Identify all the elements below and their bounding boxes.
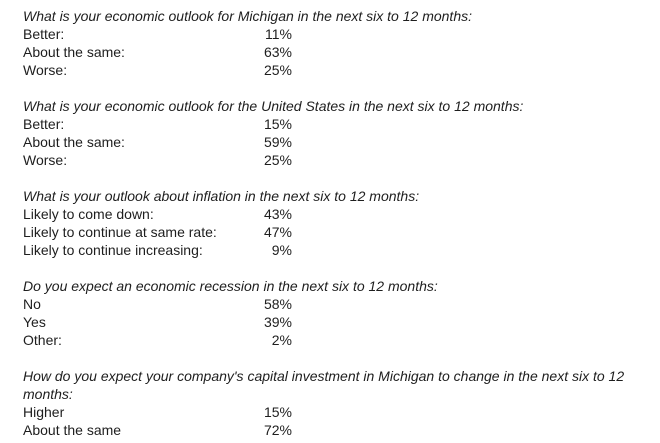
- answer-value: 25%: [263, 152, 292, 168]
- answer-label: Worse:: [23, 152, 68, 168]
- answer-label: Other:: [23, 332, 62, 348]
- answer-value: 63%: [263, 44, 292, 60]
- answer-row: Likely to continue at same rate: 47%: [23, 223, 650, 241]
- answer-row: Other: 2%: [23, 331, 650, 349]
- answer-label: Likely to continue at same rate:: [23, 224, 217, 240]
- answer-label: Yes: [23, 314, 46, 330]
- answer-value: 59%: [263, 134, 292, 150]
- answer-row: About the same: 59%: [23, 133, 650, 151]
- answer-label: About the same:: [23, 134, 125, 150]
- question-text: Do you expect an economic recession in t…: [23, 278, 438, 294]
- answer-value: 2%: [271, 332, 292, 348]
- answer-row: About the same: 63%: [23, 43, 650, 61]
- answer-row: Better: 11%: [23, 25, 650, 43]
- answer-row: Likely to come down: 43%: [23, 205, 650, 223]
- question-text: How do you expect your company's capital…: [23, 368, 625, 402]
- question-block: How do you expect your company's capital…: [23, 367, 650, 439]
- question-text: What is your economic outlook for the Un…: [23, 98, 524, 114]
- answer-label: About the same:: [23, 44, 125, 60]
- answer-label: Worse:: [23, 62, 68, 78]
- answer-label: No: [23, 296, 41, 312]
- answer-value: 15%: [263, 116, 292, 132]
- answer-value: 15%: [263, 404, 292, 420]
- answer-value: 11%: [265, 26, 292, 42]
- answer-value: 43%: [263, 206, 292, 222]
- answer-value: 72%: [263, 422, 292, 438]
- answer-row: Likely to continue increasing: 9%: [23, 241, 650, 259]
- question-text: What is your outlook about inflation in …: [23, 188, 420, 204]
- answer-label: About the same: [23, 422, 122, 438]
- answer-row: Better: 15%: [23, 115, 650, 133]
- question-block: What is your outlook about inflation in …: [23, 187, 650, 259]
- answer-value: 25%: [263, 62, 292, 78]
- answer-label: Better:: [23, 116, 65, 132]
- answer-label: Higher: [23, 404, 65, 420]
- answer-row: No 58%: [23, 295, 650, 313]
- answer-label: Likely to continue increasing:: [23, 242, 203, 258]
- answer-row: About the same 72%: [23, 421, 650, 439]
- answer-value: 58%: [263, 296, 292, 312]
- questions-container: What is your economic outlook for Michig…: [23, 7, 650, 439]
- answer-label: Likely to come down:: [23, 206, 154, 222]
- question-block: What is your economic outlook for the Un…: [23, 97, 650, 169]
- answer-value: 9%: [271, 242, 292, 258]
- question-text: What is your economic outlook for Michig…: [23, 8, 472, 24]
- question-block: Do you expect an economic recession in t…: [23, 277, 650, 349]
- answer-row: Higher 15%: [23, 403, 650, 421]
- answer-row: Yes 39%: [23, 313, 650, 331]
- question-block: What is your economic outlook for Michig…: [23, 7, 650, 79]
- answer-value: 39%: [263, 314, 292, 330]
- answer-row: Worse: 25%: [23, 151, 650, 169]
- answer-value: 47%: [263, 224, 292, 240]
- answer-label: Better:: [23, 26, 65, 42]
- answer-row: Worse: 25%: [23, 61, 650, 79]
